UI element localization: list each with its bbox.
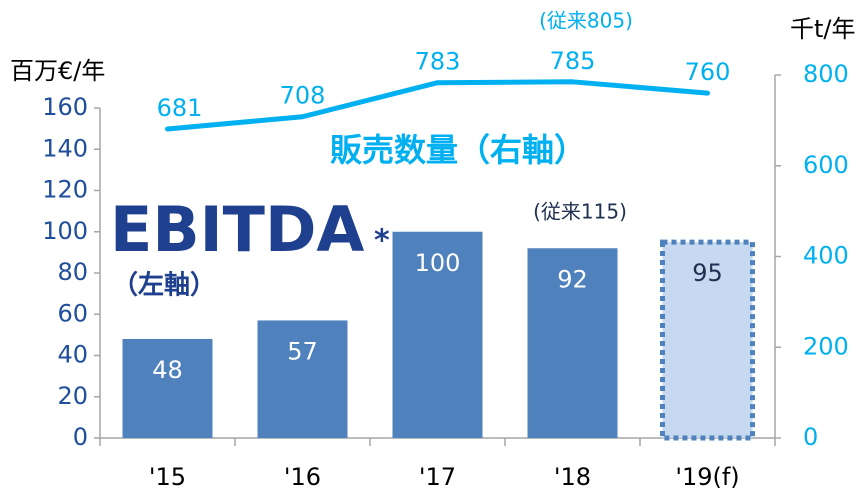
y2-tick-label: 0 (803, 423, 818, 451)
y-axis-label: 百万€/年 (10, 57, 105, 85)
annotation: (従来115) (533, 200, 627, 224)
x-tick-label: '16 (284, 463, 321, 491)
annotation: * (374, 224, 390, 259)
y-tick-label: 80 (57, 258, 88, 286)
bar-value-label: 57 (287, 337, 318, 365)
y-tick-label: 140 (42, 134, 88, 162)
bar (122, 339, 213, 438)
y2-tick-label: 600 (803, 151, 849, 179)
y2-tick-label: 800 (803, 60, 849, 88)
annotation: （左軸） (112, 270, 216, 301)
series-label: EBITDA (110, 193, 364, 266)
bar (257, 320, 348, 438)
line-value-label: 708 (280, 82, 326, 110)
line (165, 79, 710, 132)
line-value-label: 760 (685, 58, 731, 86)
x-tick-label: '17 (419, 463, 456, 491)
y-tick-label: 120 (42, 176, 88, 204)
y-tick-label: 160 (42, 93, 88, 121)
bar-value-label: 92 (557, 265, 588, 293)
bar (392, 231, 483, 438)
line-value-label: 681 (157, 94, 203, 122)
bar-value-label: 100 (415, 249, 461, 277)
x-tick-label: '19(f) (675, 463, 739, 491)
y2-tick-label: 400 (803, 242, 849, 270)
y-tick-label: 20 (57, 382, 88, 410)
y-tick-label: 60 (57, 299, 88, 327)
series-label: 販売数量（右軸） (330, 131, 586, 169)
y2-axis-label: 千t/年 (790, 15, 856, 43)
y-tick-label: 40 (57, 341, 88, 369)
bar-value-label: 48 (152, 356, 183, 384)
x-tick-label: '15 (149, 463, 186, 491)
x-tick-label: '18 (554, 463, 591, 491)
annotation: (従来805) (539, 9, 633, 33)
y-tick-label: 0 (73, 423, 88, 451)
line-value-label: 783 (415, 48, 461, 76)
line-value-label: 785 (550, 47, 596, 75)
bar-value-label: 95 (692, 259, 723, 287)
bar (660, 239, 755, 441)
y-tick-label: 100 (42, 217, 88, 245)
bar (527, 248, 618, 438)
y2-tick-label: 200 (803, 332, 849, 360)
